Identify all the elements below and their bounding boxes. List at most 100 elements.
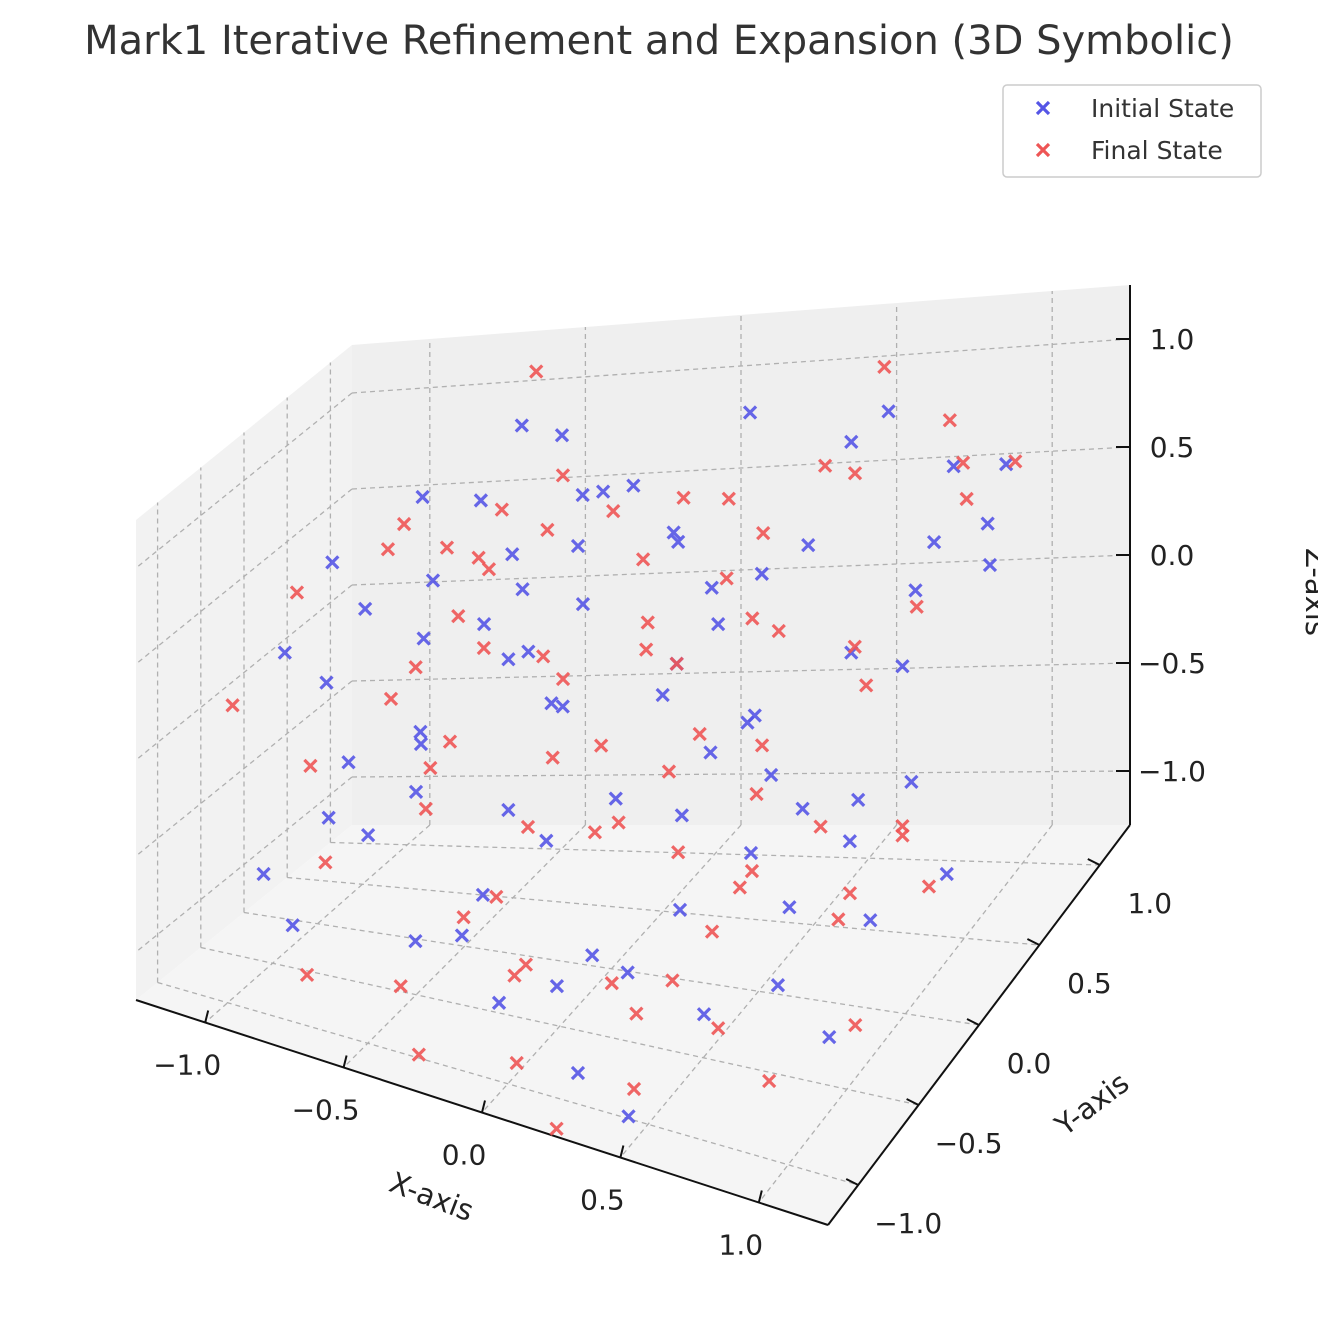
x-tick-label: 0.0 <box>442 1139 487 1172</box>
axes-panes <box>136 285 1130 1225</box>
data-point <box>425 573 441 588</box>
grid-line-y-floor <box>243 911 980 1026</box>
data-point <box>749 786 764 802</box>
data-point <box>877 359 892 375</box>
data-point <box>515 582 530 597</box>
x-axis-label: X-axis <box>385 1165 478 1228</box>
data-point <box>549 979 565 994</box>
data-point <box>318 855 333 870</box>
data-point <box>418 801 433 816</box>
grid-line-z-back <box>351 770 1131 778</box>
y-tick-mark <box>1087 858 1101 866</box>
grid-line-x-floor <box>204 824 431 1023</box>
data-point <box>672 902 688 918</box>
data-point <box>473 493 489 508</box>
data-point <box>666 525 681 540</box>
data-point <box>608 791 623 806</box>
data-point <box>626 1081 642 1097</box>
data-point <box>544 696 559 711</box>
data-point <box>744 863 760 879</box>
grid-line-z-back <box>351 662 1131 682</box>
data-point <box>908 583 923 598</box>
data-point <box>570 1065 586 1081</box>
data-point <box>743 845 759 861</box>
data-point <box>640 615 655 630</box>
data-point <box>782 900 797 915</box>
data-point <box>393 979 408 994</box>
data-point <box>763 767 779 783</box>
data-point <box>655 687 670 703</box>
grid-line-z-left <box>135 392 353 569</box>
x-tick-mark <box>619 1145 625 1158</box>
tick-labels: −1.0 −0.5 0.0 0.5 1.0 −1.0 −0.5 0.0 0.5 1.0 −1.0 −0… <box>153 323 1206 1262</box>
data-point <box>595 484 611 499</box>
y-tick-label: −1.0 <box>874 1207 942 1240</box>
x-tick-label: 0.5 <box>580 1184 625 1217</box>
y-tick-mark <box>906 1098 920 1106</box>
grid-line-z-left <box>135 776 353 953</box>
data-point <box>454 928 470 943</box>
z-tick-label: −0.5 <box>1138 647 1206 680</box>
x-tick-label: 1.0 <box>719 1229 764 1262</box>
z-tick-label: −1.0 <box>1138 755 1206 788</box>
legend: Initial State Final State <box>1002 84 1262 178</box>
z-tick-label: 0.0 <box>1150 539 1195 572</box>
data-point <box>383 691 399 706</box>
data-point <box>285 918 300 933</box>
data-point <box>842 886 858 901</box>
data-point <box>895 659 910 674</box>
data-point <box>926 535 942 550</box>
data-point <box>696 1007 712 1022</box>
data-point <box>754 738 770 753</box>
data-point <box>665 973 680 988</box>
data-point <box>844 434 859 450</box>
data-point <box>959 491 974 507</box>
data-point <box>514 418 529 433</box>
data-point <box>817 458 833 473</box>
data-point <box>831 912 846 927</box>
data-point <box>341 755 356 770</box>
data-point <box>711 617 726 632</box>
data-point <box>756 525 771 541</box>
grid-line-z-left <box>135 488 353 665</box>
data-point <box>881 404 896 419</box>
legend-marker <box>1035 142 1051 158</box>
y-tick-label: 0.5 <box>1067 967 1112 1000</box>
y-tick-mark <box>966 1018 980 1026</box>
grid-line-y-floor <box>330 841 1100 866</box>
data-point <box>822 1030 837 1045</box>
data-point <box>570 538 586 554</box>
data-point <box>813 819 828 834</box>
data-point <box>704 924 720 939</box>
data-point <box>507 968 522 983</box>
data-point <box>505 547 520 562</box>
data-point <box>442 734 458 749</box>
data-point <box>481 562 497 577</box>
data-point <box>895 828 910 843</box>
floor-pane <box>136 825 1130 1225</box>
data-point <box>754 566 769 581</box>
y-tick-label: −0.5 <box>935 1127 1003 1160</box>
data-point <box>629 1006 644 1021</box>
data-point <box>847 466 863 481</box>
grid-line-x-floor <box>758 824 1053 1203</box>
data-points <box>225 359 1023 1136</box>
data-point <box>719 571 734 586</box>
data-point <box>732 880 747 895</box>
data-point <box>540 522 555 538</box>
data-point <box>555 671 571 687</box>
series-final-state <box>225 359 1023 1136</box>
data-point <box>380 542 396 557</box>
data-point <box>408 660 423 675</box>
data-point <box>555 699 570 714</box>
z-tick-label: 0.5 <box>1150 431 1195 464</box>
data-point <box>555 468 571 483</box>
data-point <box>747 708 762 723</box>
data-point <box>476 640 491 656</box>
series-initial-state <box>256 404 1014 1124</box>
data-point <box>575 487 590 503</box>
legend-box <box>1002 84 1262 178</box>
data-point <box>456 910 471 925</box>
data-point <box>770 978 786 993</box>
